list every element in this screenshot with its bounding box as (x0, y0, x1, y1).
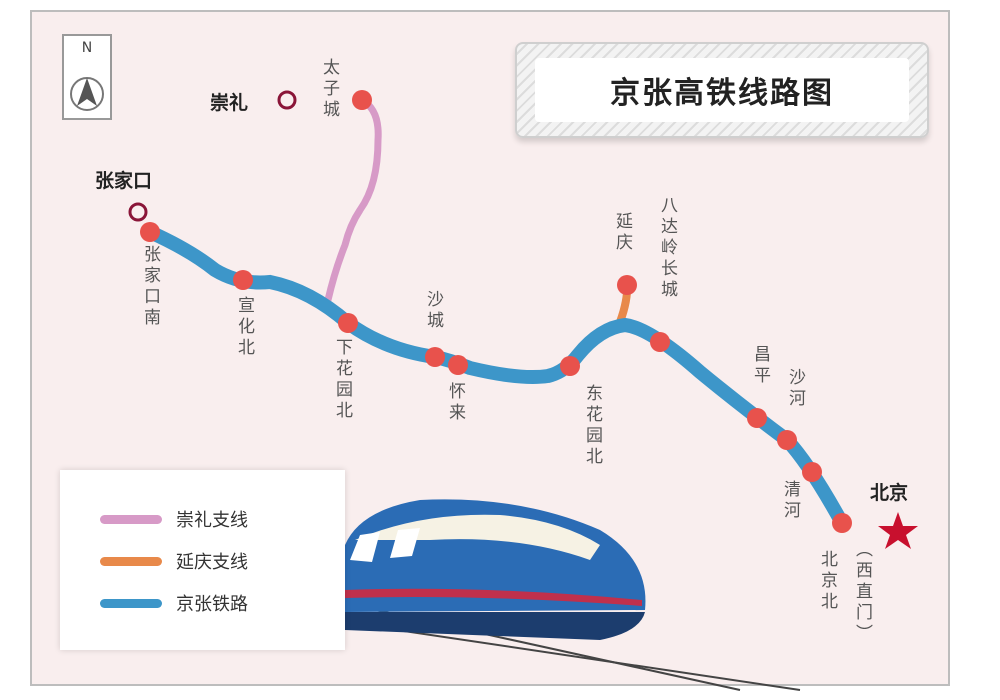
legend-label: 崇礼支线 (176, 510, 248, 531)
station-label: 沙城 (423, 290, 443, 332)
station-label: 八达岭长城 (657, 196, 677, 301)
station-label: 清河 (780, 480, 800, 522)
zhangjiakou-city-marker (128, 202, 148, 222)
map-title: 京张高铁线路图 (535, 58, 909, 122)
station-label: 张家口南 (140, 245, 160, 329)
station-label: 昌平 (750, 345, 770, 387)
legend-item: 崇礼支线 (100, 506, 248, 532)
legend-swatch (100, 556, 162, 566)
chongli-city-marker (277, 90, 297, 110)
legend-label: 延庆支线 (176, 552, 248, 573)
station-dot (233, 270, 253, 290)
station-label: （西直门） (852, 540, 872, 645)
star-icon (878, 512, 918, 549)
station-dot (448, 355, 468, 375)
station-label: 沙河 (785, 368, 805, 410)
station-dot (650, 332, 670, 352)
station-label: 东花园北 (582, 384, 602, 468)
station-label: 延庆 (612, 212, 632, 254)
legend-item: 京张铁路 (100, 590, 248, 616)
station-dot (560, 356, 580, 376)
station-dot (777, 430, 797, 450)
station-label: 太子城 (319, 58, 339, 121)
legend: 崇礼支线 延庆支线 京张铁路 (60, 470, 345, 650)
station-dot (425, 347, 445, 367)
station-dot (140, 222, 160, 242)
station-dot (747, 408, 767, 428)
legend-item: 延庆支线 (100, 548, 248, 574)
station-label: 宣化北 (234, 296, 254, 359)
city-label-chongli: 崇礼 (210, 92, 249, 114)
station-label: 下花园北 (332, 338, 352, 422)
train-illustration (345, 499, 646, 640)
station-dot (352, 90, 372, 110)
title-box: 京张高铁线路图 (515, 42, 929, 138)
chongli-branch-line (324, 96, 382, 304)
legend-swatch (100, 514, 162, 524)
compass-label: N (81, 40, 93, 56)
city-label-zhangjiakou: 张家口 (95, 170, 153, 192)
city-label-beijing: 北京 (870, 482, 909, 504)
station-dot (832, 513, 852, 533)
station-label: 北京北 (817, 550, 837, 613)
compass: N (62, 34, 112, 120)
station-label: 怀来 (445, 382, 465, 424)
station-dot (617, 275, 637, 295)
station-dot (338, 313, 358, 333)
legend-swatch (100, 598, 162, 608)
jingzhang-main-line (143, 225, 849, 530)
station-dot (802, 462, 822, 482)
legend-label: 京张铁路 (176, 594, 248, 615)
